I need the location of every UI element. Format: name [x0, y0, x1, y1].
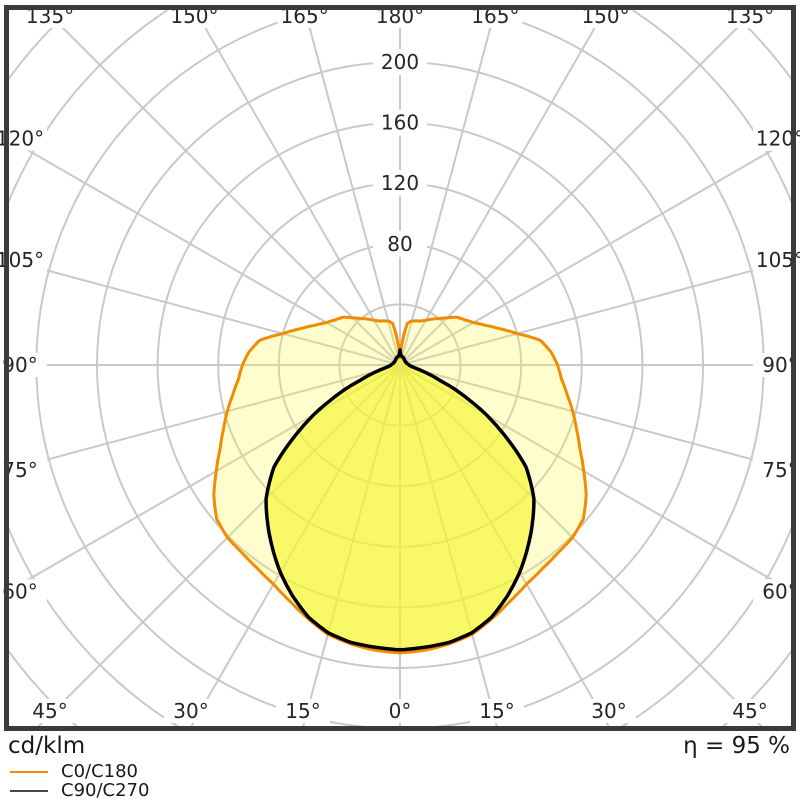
radial-tick-label: 120	[381, 171, 419, 195]
angle-tick-label: 15°	[285, 699, 320, 723]
c0-c180-curve	[212, 315, 588, 655]
angle-tick-label: 15°	[479, 699, 514, 723]
c90-c270-line-swatch	[10, 789, 48, 792]
angle-tick-label: 30°	[173, 699, 208, 723]
c90-c270-fill	[266, 349, 534, 650]
legend-item-c90-c270: C90/C270	[10, 780, 150, 800]
angle-tick-label: 45°	[732, 699, 767, 723]
radial-tick-label: 80	[387, 232, 412, 256]
legend-label-c90-c270: C90/C270	[61, 780, 150, 800]
c90-c270-curve	[264, 348, 536, 652]
angle-tick-label: 0°	[389, 699, 412, 723]
legend-label-c0-c180: C0/C180	[61, 761, 139, 782]
angle-tick-label: 30°	[591, 699, 626, 723]
radial-tick-labels: 80 120 160 200	[373, 49, 427, 257]
plot-frame	[4, 5, 796, 731]
legend: C0/C180 C90/C270	[10, 761, 150, 800]
units-label: cd/klm	[8, 733, 86, 759]
angle-tick-label: 45°	[32, 699, 67, 723]
radial-tick-label: 160	[381, 111, 419, 135]
c0-c180-line-swatch	[10, 770, 48, 773]
efficiency-label: η = 95 %	[683, 733, 790, 759]
radial-tick-label: 200	[381, 50, 419, 74]
legend-item-c0-c180: C0/C180	[10, 761, 149, 782]
